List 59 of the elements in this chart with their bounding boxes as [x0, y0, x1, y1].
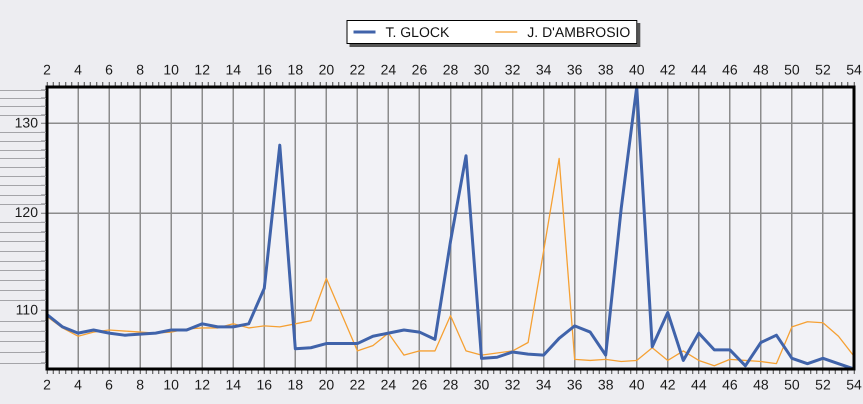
x-tick-label: 50: [784, 376, 800, 392]
x2-tick-label: 14: [225, 61, 242, 78]
x2-tick-label: 28: [442, 61, 458, 78]
y-tick-label: 120: [14, 204, 38, 220]
x-tick-label: 24: [380, 376, 396, 392]
x2-tick-label: 44: [691, 61, 707, 78]
x-tick-label: 6: [105, 376, 114, 392]
x2-tick-label: 54: [846, 61, 862, 78]
x-tick-label: 38: [598, 376, 614, 392]
x-tick-label: 28: [442, 376, 458, 392]
x2-tick-label: 20: [318, 61, 334, 78]
x2-tick-label: 34: [536, 61, 552, 78]
legend-label: J. D'AMBROSIO: [527, 24, 630, 40]
x2-tick-label: 6: [105, 61, 114, 78]
x-tick-label: 48: [753, 376, 769, 392]
y-tick-label: 130: [14, 114, 38, 130]
x-tick-label: 52: [815, 376, 831, 392]
x-tick-label: 14: [225, 376, 242, 392]
x2-tick-label: 38: [598, 61, 614, 78]
x2-tick-label: 52: [815, 61, 831, 78]
x2-tick-label: 40: [628, 61, 645, 78]
x2-tick-label: 36: [566, 61, 583, 78]
legend-label: T. GLOCK: [386, 24, 450, 40]
x2-tick-label: 2: [43, 61, 52, 78]
x2-tick-label: 46: [722, 61, 738, 78]
x2-tick-label: 10: [163, 61, 180, 78]
x2-tick-label: 50: [784, 61, 800, 78]
x-tick-label: 42: [660, 376, 676, 392]
x2-tick-label: 42: [660, 61, 676, 78]
x-tick-label: 20: [318, 376, 334, 392]
x-tick-label: 34: [536, 376, 552, 392]
x-tick-label: 4: [74, 376, 82, 392]
x2-tick-label: 8: [136, 61, 144, 78]
x2-tick-label: 48: [753, 61, 769, 78]
x-tick-label: 2: [43, 376, 52, 392]
x-tick-label: 18: [288, 376, 304, 392]
x-tick-label: 54: [846, 376, 862, 392]
x-tick-label: 44: [691, 376, 707, 392]
x2-tick-label: 18: [288, 61, 304, 78]
x-tick-label: 46: [722, 376, 738, 392]
x-tick-label: 10: [163, 376, 180, 392]
x-tick-label: 32: [504, 376, 521, 392]
x2-tick-label: 4: [74, 61, 82, 78]
x-tick-label: 30: [474, 376, 490, 392]
x2-tick-label: 22: [350, 61, 366, 78]
x2-tick-label: 30: [474, 61, 490, 78]
x2-tick-label: 12: [194, 61, 210, 78]
x2-tick-label: 32: [504, 61, 521, 78]
x2-tick-label: 26: [412, 61, 428, 78]
x-tick-label: 40: [628, 376, 645, 392]
x-tick-label: 12: [194, 376, 210, 392]
x-tick-label: 26: [412, 376, 428, 392]
x2-tick-label: 16: [256, 61, 272, 78]
x-tick-label: 16: [256, 376, 272, 392]
x-tick-label: 36: [566, 376, 583, 392]
x-tick-label: 22: [350, 376, 366, 392]
y-tick-label: 110: [16, 301, 38, 318]
x2-tick-label: 24: [380, 61, 396, 78]
x-tick-label: 8: [136, 376, 144, 392]
